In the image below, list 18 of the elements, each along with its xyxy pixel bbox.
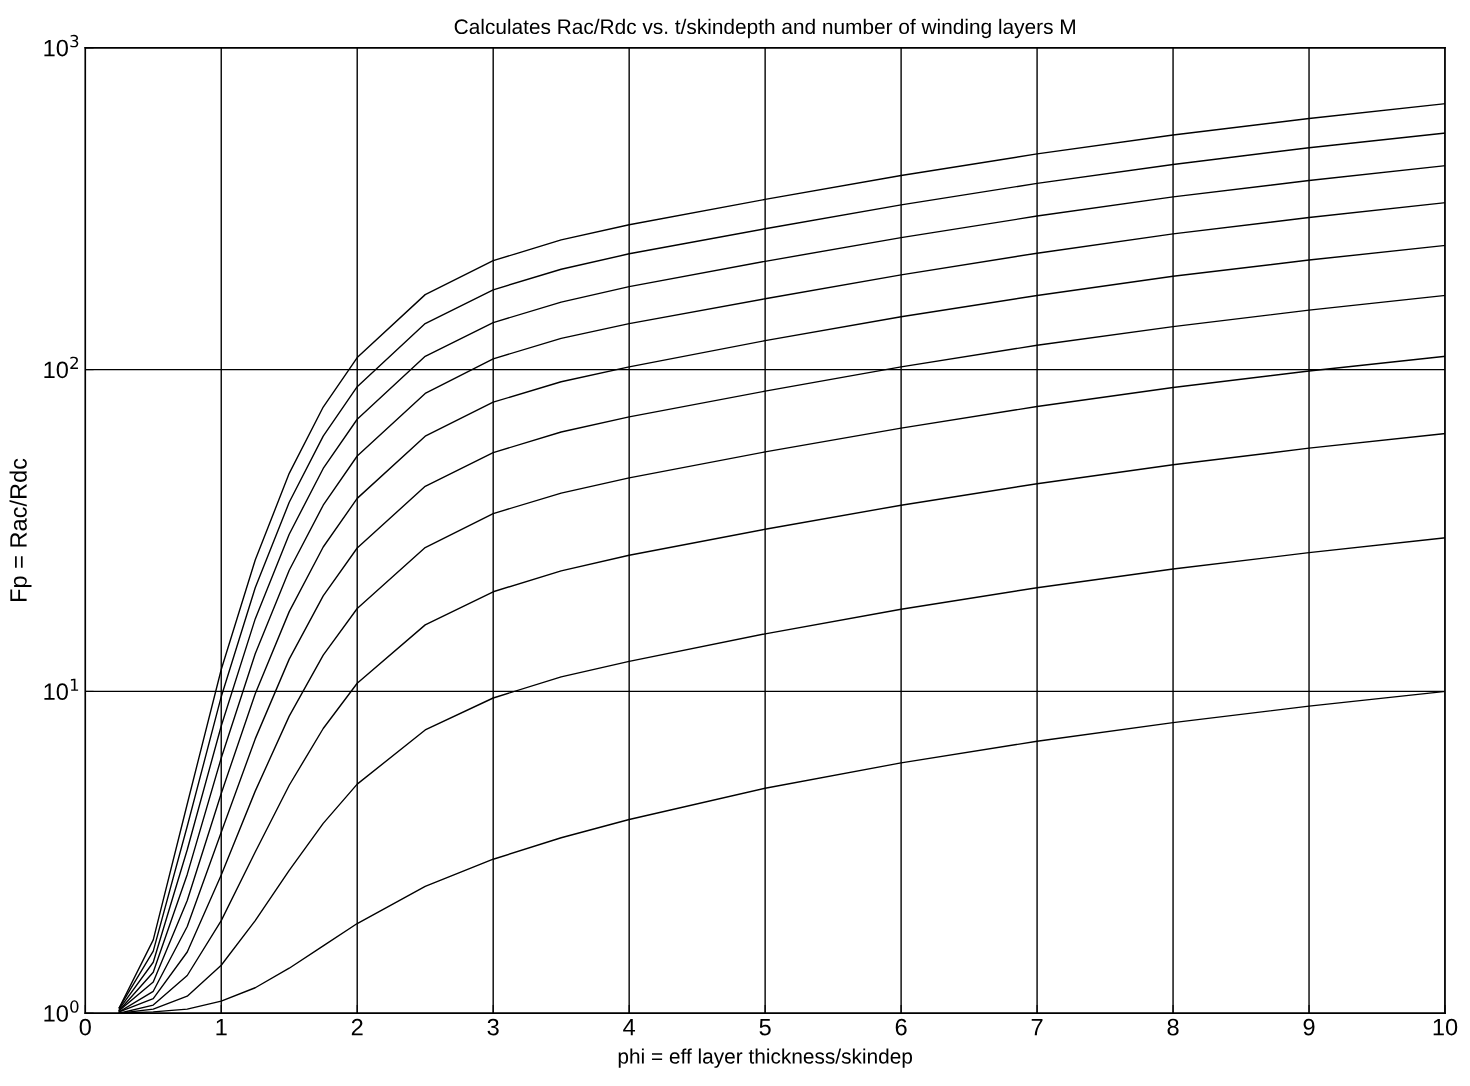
x-tick-label: 9 — [1303, 1018, 1315, 1036]
y-axis-title: Fp = Rac/Rdc — [9, 458, 32, 602]
x-tick-label: 5 — [759, 1018, 771, 1036]
x-tick-label: 1 — [216, 1018, 227, 1036]
x-tick-label: 8 — [1167, 1018, 1179, 1036]
y-tick-label: 10$^{1}$ — [44, 678, 79, 701]
x-tick-label: 10 — [1433, 1018, 1458, 1036]
y-tick-label: 10$^{2}$ — [44, 356, 78, 379]
x-tick-label: 4 — [623, 1018, 636, 1036]
x-tick-label: 0 — [79, 1018, 91, 1036]
x-tick-label: 7 — [1031, 1018, 1043, 1036]
x-tick-label: 6 — [895, 1018, 907, 1036]
x-axis-title: phi = eff layer thickness/skindep — [618, 1048, 913, 1068]
y-tick-label: 10$^{0}$ — [44, 1000, 79, 1022]
x-tick-label: 3 — [487, 1018, 499, 1036]
y-tick-label: 10$^{3}$ — [44, 34, 79, 57]
chart-title: Calculates Rac/Rdc vs. t/skindepth and number of winding layers M — [454, 18, 1075, 39]
x-tick-label: 2 — [351, 1018, 363, 1036]
